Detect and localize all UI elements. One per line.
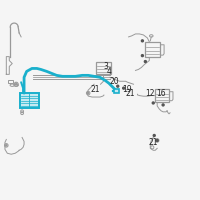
Text: 21: 21: [90, 85, 100, 94]
Text: 20: 20: [110, 77, 120, 86]
Circle shape: [123, 87, 125, 89]
Circle shape: [88, 93, 89, 94]
Circle shape: [144, 61, 146, 63]
FancyBboxPatch shape: [8, 80, 13, 83]
Circle shape: [162, 104, 164, 106]
Circle shape: [6, 145, 7, 146]
Circle shape: [152, 102, 154, 104]
Text: 12: 12: [146, 89, 155, 98]
FancyBboxPatch shape: [155, 89, 169, 102]
Circle shape: [156, 139, 158, 141]
Circle shape: [141, 40, 143, 42]
Circle shape: [117, 85, 119, 87]
Circle shape: [141, 55, 143, 57]
Text: 4: 4: [106, 67, 111, 76]
Text: 16: 16: [156, 89, 166, 98]
Text: 3: 3: [103, 62, 108, 71]
Text: 21: 21: [148, 138, 158, 147]
Circle shape: [153, 135, 155, 136]
Text: 21: 21: [126, 89, 135, 98]
Circle shape: [16, 84, 17, 85]
FancyBboxPatch shape: [96, 62, 111, 74]
FancyBboxPatch shape: [20, 93, 39, 108]
FancyBboxPatch shape: [145, 42, 160, 57]
Text: 19: 19: [122, 85, 131, 94]
FancyBboxPatch shape: [114, 89, 119, 93]
